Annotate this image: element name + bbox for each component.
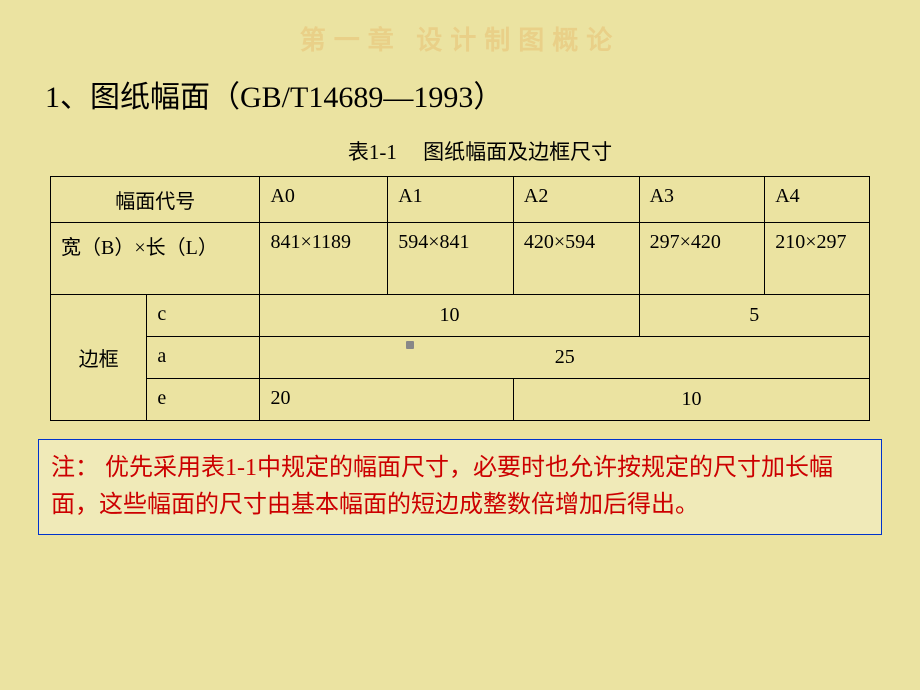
a3-dim: 297×420 (639, 223, 765, 295)
c-row: 边框 c 10 5 (51, 295, 870, 337)
a4-dim: 210×297 (765, 223, 870, 295)
c-value-1: 10 (260, 295, 639, 337)
c-value-2: 5 (639, 295, 869, 337)
chapter-header: 第一章 设计制图概论 (0, 0, 920, 72)
a-row: a 25 (51, 337, 870, 379)
a2-header: A2 (513, 177, 639, 223)
center-marker-icon (406, 341, 414, 349)
a1-dim: 594×841 (388, 223, 514, 295)
format-code-label: 幅面代号 (51, 177, 260, 223)
dimensions-row: 宽（B）×长（L） 841×1189 594×841 420×594 297×4… (51, 223, 870, 295)
dimensions-table: 幅面代号 A0 A1 A2 A3 A4 宽（B）×长（L） 841×1189 5… (50, 176, 870, 421)
border-label: 边框 (51, 295, 147, 421)
a4-header: A4 (765, 177, 870, 223)
c-label: c (147, 295, 260, 337)
e-row: e 20 10 (51, 379, 870, 421)
e-label: e (147, 379, 260, 421)
a1-header: A1 (388, 177, 514, 223)
a-value: 25 (260, 337, 870, 379)
table-caption: 表1-1 图纸幅面及边框尺寸 (0, 136, 920, 166)
a0-header: A0 (260, 177, 388, 223)
e-value-1: 20 (260, 379, 513, 421)
a-label: a (147, 337, 260, 379)
table-container: 幅面代号 A0 A1 A2 A3 A4 宽（B）×长（L） 841×1189 5… (0, 176, 920, 421)
section-title: 1、图纸幅面（GB/T14689—1993） (0, 72, 920, 116)
a3-header: A3 (639, 177, 765, 223)
note-box: 注： 优先采用表1-1中规定的幅面尺寸，必要时也允许按规定的尺寸加长幅面，这些幅… (38, 439, 882, 535)
width-length-label: 宽（B）×长（L） (51, 223, 260, 295)
e-value-2: 10 (513, 379, 869, 421)
a2-dim: 420×594 (513, 223, 639, 295)
a0-dim: 841×1189 (260, 223, 388, 295)
header-row: 幅面代号 A0 A1 A2 A3 A4 (51, 177, 870, 223)
